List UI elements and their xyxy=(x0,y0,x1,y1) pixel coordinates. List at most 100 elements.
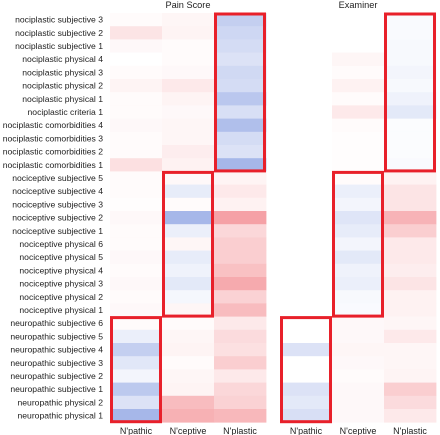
heatmap-cell xyxy=(280,250,333,265)
row-label: neuropathic subjective 1 xyxy=(10,384,103,394)
row-labels: nociplastic subjective 3 nociplastic subj… xyxy=(3,15,104,421)
heatmap-cell xyxy=(214,131,267,146)
row-label: neuropathic subjective 2 xyxy=(10,371,103,381)
heatmap-cell xyxy=(110,13,163,27)
heatmap-cell xyxy=(332,395,385,410)
heatmap-cell xyxy=(110,105,163,119)
heatmap-cell xyxy=(110,79,163,93)
heatmap-cell xyxy=(332,184,385,199)
heatmap-cell xyxy=(162,131,215,146)
heatmap-cell xyxy=(214,79,267,93)
row-label: neuropathic subjective 3 xyxy=(10,358,103,368)
heatmap-cell xyxy=(384,369,437,383)
heatmap-cell xyxy=(110,92,163,106)
column-label: N'plastic xyxy=(223,426,257,435)
heatmap-cell xyxy=(280,65,333,80)
heatmap-cell xyxy=(110,197,163,212)
heatmap-cell xyxy=(162,316,215,331)
heatmap-cell xyxy=(332,343,385,357)
row-label: nociplastic comorbidities 1 xyxy=(3,160,104,170)
panel-title: Examiner xyxy=(339,0,378,10)
column-label: N'plastic xyxy=(393,426,427,435)
heatmap-cell xyxy=(214,184,267,199)
heatmap-cell xyxy=(280,277,333,291)
row-label: nociplastic comorbidities 3 xyxy=(3,133,104,143)
heatmap-cell xyxy=(162,79,215,93)
row-label: neuropathic subjective 5 xyxy=(10,331,103,341)
heatmap-cell xyxy=(280,13,333,27)
heatmap-cell xyxy=(214,224,267,238)
heatmap-cell xyxy=(384,131,437,146)
heatmap-cell xyxy=(280,118,333,133)
row-label: neuropathic physical 2 xyxy=(17,397,103,407)
heatmap-cell xyxy=(162,26,215,40)
heatmap-cell xyxy=(162,118,215,133)
heatmap-cell xyxy=(332,329,385,344)
heatmap-cell xyxy=(384,65,437,80)
row-label: nociplastic physical 4 xyxy=(22,54,103,64)
heatmap-cell xyxy=(280,211,333,225)
heatmap-cell xyxy=(332,39,385,53)
heatmap-cell xyxy=(332,197,385,212)
heatmap-cell xyxy=(214,250,267,265)
heatmap-cell xyxy=(280,197,333,212)
heatmap-cell xyxy=(384,409,437,423)
heatmap-cell xyxy=(162,158,215,172)
heatmap-cell xyxy=(384,197,437,212)
heatmap-cell xyxy=(110,343,163,357)
heatmap-cell xyxy=(214,369,267,383)
heatmap-cell xyxy=(214,211,267,225)
row-label: nociplastic comorbidities 4 xyxy=(3,120,104,130)
heatmap-cell xyxy=(332,13,385,27)
heatmap-cell xyxy=(214,382,267,397)
heatmap-cell xyxy=(332,131,385,146)
heatmap-cell xyxy=(110,303,163,317)
heatmap-cell xyxy=(280,52,333,67)
heatmap-cell xyxy=(332,369,385,383)
heatmap-cell xyxy=(110,171,163,185)
heatmap-cell xyxy=(110,316,163,331)
heatmap-panel: Pain Score N'pathic N'ceptive N'plastic xyxy=(110,0,267,435)
heatmap-cell xyxy=(162,184,215,199)
heatmap-cell xyxy=(280,343,333,357)
heatmap-cell xyxy=(162,409,215,423)
heatmap-cell xyxy=(384,105,437,119)
heatmap-cell xyxy=(332,409,385,423)
heatmap-cell xyxy=(332,356,385,370)
heatmap-cell xyxy=(280,171,333,185)
heatmap-cell xyxy=(332,224,385,238)
heatmap-cell xyxy=(332,277,385,291)
row-label: nociplastic physical 3 xyxy=(22,67,103,77)
heatmap-cell xyxy=(110,52,163,67)
heatmap-cell xyxy=(280,395,333,410)
heatmap-cell xyxy=(110,26,163,40)
column-label: N'pathic xyxy=(290,426,323,435)
heatmap-cell xyxy=(384,343,437,357)
highlight-box xyxy=(162,170,214,318)
row-label: nociceptive physical 2 xyxy=(19,292,103,302)
heatmap-cell xyxy=(110,395,163,410)
heatmap-cell xyxy=(214,409,267,423)
heatmap-cell xyxy=(280,39,333,53)
heatmap-cell xyxy=(384,263,437,278)
row-label: nociceptive subjective 1 xyxy=(12,226,103,236)
heatmap-cell xyxy=(384,52,437,67)
heatmap-cell xyxy=(280,145,333,159)
heatmap-cell xyxy=(280,224,333,238)
heatmap-cell xyxy=(110,409,163,423)
heatmap-cell xyxy=(280,263,333,278)
heatmap-cell xyxy=(280,290,333,304)
heatmap-cell xyxy=(110,118,163,133)
heatmap-cell xyxy=(384,92,437,106)
heatmap-cell xyxy=(332,92,385,106)
heatmap-cell xyxy=(384,158,437,172)
heatmap-cell xyxy=(280,409,333,423)
row-label: nociplastic physical 1 xyxy=(22,94,103,104)
highlight-box xyxy=(384,12,436,173)
heatmap-cell xyxy=(162,92,215,106)
heatmap-cell xyxy=(214,316,267,331)
heatmap-cell xyxy=(162,382,215,397)
heatmap-cell xyxy=(332,158,385,172)
heatmap-cell xyxy=(280,329,333,344)
